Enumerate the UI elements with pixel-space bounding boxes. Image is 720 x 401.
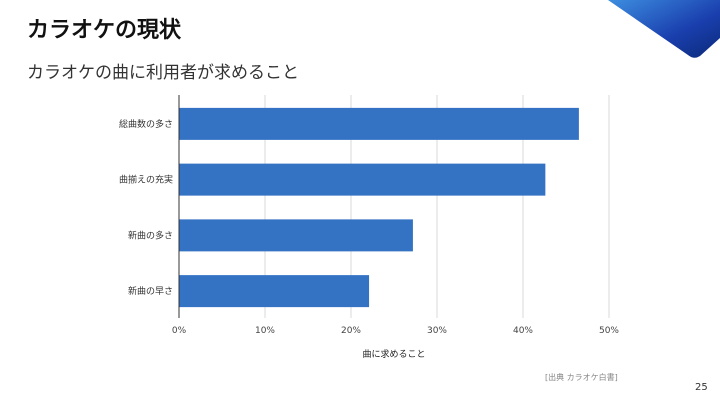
category-label: 新曲の多さ bbox=[128, 229, 173, 241]
category-label: 新曲の早さ bbox=[128, 285, 173, 297]
x-tick-label: 40% bbox=[513, 326, 533, 336]
x-tick-label: 50% bbox=[599, 326, 619, 336]
x-tick-label: 0% bbox=[172, 326, 187, 336]
bar bbox=[179, 219, 413, 252]
x-axis-title: 曲に求めること bbox=[362, 348, 425, 360]
page-number: 25 bbox=[695, 382, 708, 393]
bar bbox=[179, 163, 546, 196]
slide-title: カラオケの現状 bbox=[27, 18, 182, 43]
source-citation: [出典 カラオケ白書] bbox=[545, 373, 618, 382]
slide-subtitle: カラオケの曲に利用者が求めること bbox=[27, 63, 299, 83]
corner-decoration bbox=[608, 0, 720, 58]
bar bbox=[179, 275, 370, 308]
x-tick-label: 10% bbox=[255, 326, 275, 336]
category-label: 総曲数の多さ bbox=[119, 118, 173, 130]
category-label: 曲揃えの充実 bbox=[119, 174, 173, 186]
x-tick-label: 20% bbox=[341, 326, 361, 336]
bar bbox=[179, 107, 579, 140]
x-tick-label: 30% bbox=[427, 326, 447, 336]
